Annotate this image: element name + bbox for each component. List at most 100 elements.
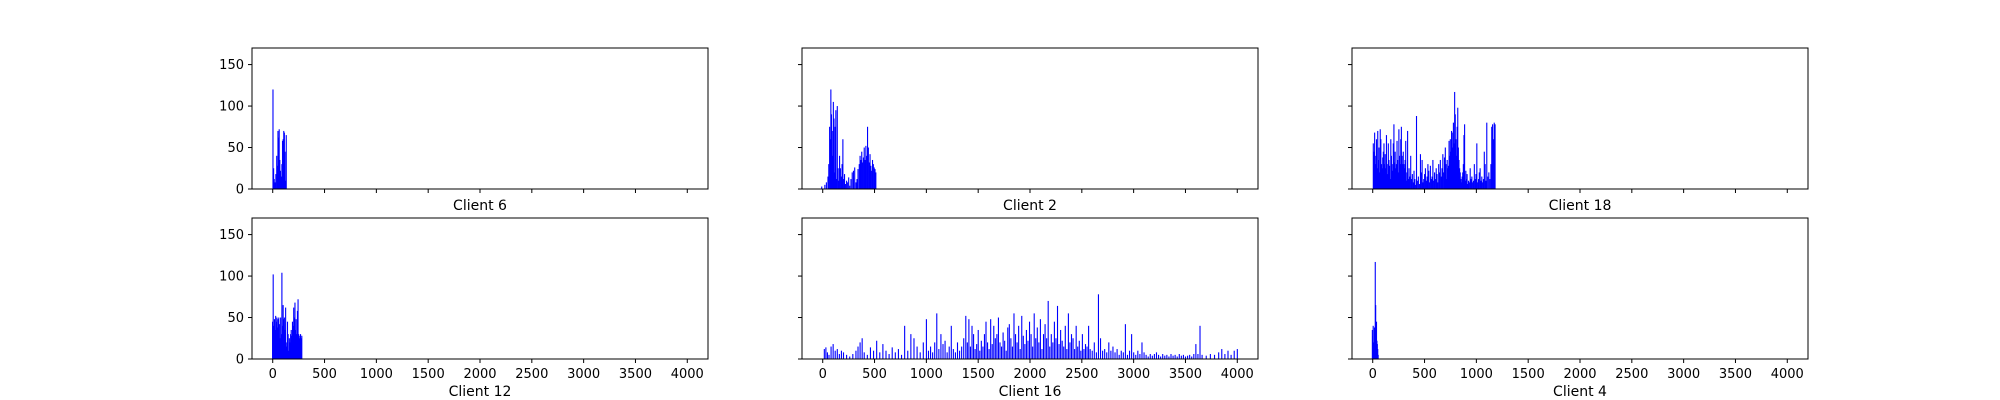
bar: [828, 354, 830, 359]
bar: [837, 168, 839, 189]
bar: [1016, 342, 1018, 359]
bar: [1080, 350, 1082, 359]
bar: [1453, 143, 1455, 189]
x-tick-label: 2500: [1065, 367, 1098, 382]
bar: [862, 162, 864, 189]
bar: [1182, 354, 1184, 359]
subplot-3: Client 18: [1348, 47, 1809, 214]
bar: [1025, 329, 1027, 359]
bar: [1461, 176, 1463, 189]
bar: [274, 182, 276, 189]
bar: [1379, 129, 1381, 189]
bar: [1460, 182, 1463, 189]
bar: [1447, 168, 1449, 189]
bar: [1462, 172, 1464, 189]
bar: [1479, 168, 1481, 189]
bar: [882, 344, 884, 359]
bar: [1485, 180, 1487, 189]
bar: [283, 130, 285, 189]
bar: [1450, 130, 1453, 189]
bar: [282, 305, 284, 359]
bar: [1112, 346, 1114, 359]
bar: [841, 164, 843, 189]
bar: [273, 319, 275, 359]
bar: [1429, 165, 1431, 189]
bar: [1063, 346, 1065, 359]
bar: [293, 317, 295, 359]
bar: [1028, 321, 1031, 359]
x-tick-label: 2000: [1013, 367, 1046, 382]
bar: [872, 164, 874, 189]
x-tick-label: 1500: [1512, 367, 1545, 382]
bar: [999, 342, 1001, 359]
bar: [1064, 325, 1066, 359]
bar: [1397, 172, 1399, 189]
bar: [1402, 151, 1404, 189]
y-tick-label: 150: [219, 58, 244, 73]
x-axis-label: Client 16: [999, 384, 1062, 400]
bar: [1035, 338, 1037, 359]
bar: [1392, 143, 1394, 189]
bar: [865, 145, 867, 189]
bar: [836, 106, 838, 189]
x-tick-label: 2000: [463, 367, 496, 382]
bar: [1411, 174, 1413, 189]
bar: [852, 170, 854, 189]
bar: [991, 344, 993, 359]
bar: [1481, 176, 1483, 189]
bar: [279, 338, 281, 359]
bar: [279, 170, 281, 189]
bar: [1042, 334, 1045, 359]
bar: [1443, 172, 1445, 189]
bar: [287, 334, 289, 359]
bar: [283, 319, 285, 359]
bar: [1097, 294, 1099, 359]
bar: [994, 338, 996, 359]
bar: [900, 354, 903, 359]
bar: [990, 319, 992, 359]
bar: [930, 346, 932, 359]
bar: [1413, 170, 1415, 189]
bar: [1137, 350, 1139, 359]
bar: [1018, 325, 1020, 359]
bar: [1168, 356, 1170, 359]
bar: [1388, 159, 1390, 189]
bar: [1160, 356, 1162, 359]
bar: [1484, 164, 1486, 189]
bar: [946, 352, 948, 359]
bar: [1424, 174, 1426, 189]
bar: [966, 342, 968, 359]
bar: [1061, 340, 1063, 359]
bar: [296, 310, 298, 359]
bar: [1474, 179, 1476, 189]
bar: [1067, 313, 1069, 359]
bar: [280, 334, 282, 359]
bar: [1022, 335, 1024, 359]
bar: [869, 347, 871, 359]
bar: [830, 114, 833, 189]
bar: [1387, 174, 1389, 189]
bar: [1472, 182, 1474, 189]
bar: [1379, 172, 1381, 189]
x-tick-label: 4000: [671, 367, 704, 382]
x-tick-label: 4000: [1771, 367, 1804, 382]
bar: [1199, 325, 1201, 359]
bar: [278, 129, 280, 189]
bar: [1041, 349, 1043, 359]
bar: [867, 147, 869, 189]
bar: [1489, 179, 1491, 189]
bar: [1114, 352, 1116, 359]
bar: [1429, 182, 1431, 189]
bar: [873, 167, 875, 189]
bar: [980, 340, 982, 359]
bar: [1401, 155, 1403, 189]
bar: [828, 164, 830, 189]
bar: [1390, 155, 1392, 189]
x-axis-label: Client 2: [1003, 198, 1057, 214]
bar: [1039, 319, 1041, 359]
bar: [1400, 126, 1402, 189]
bar: [1383, 143, 1385, 189]
bar: [922, 342, 924, 359]
bar: [298, 334, 300, 359]
x-tick-label: 2500: [1615, 367, 1648, 382]
